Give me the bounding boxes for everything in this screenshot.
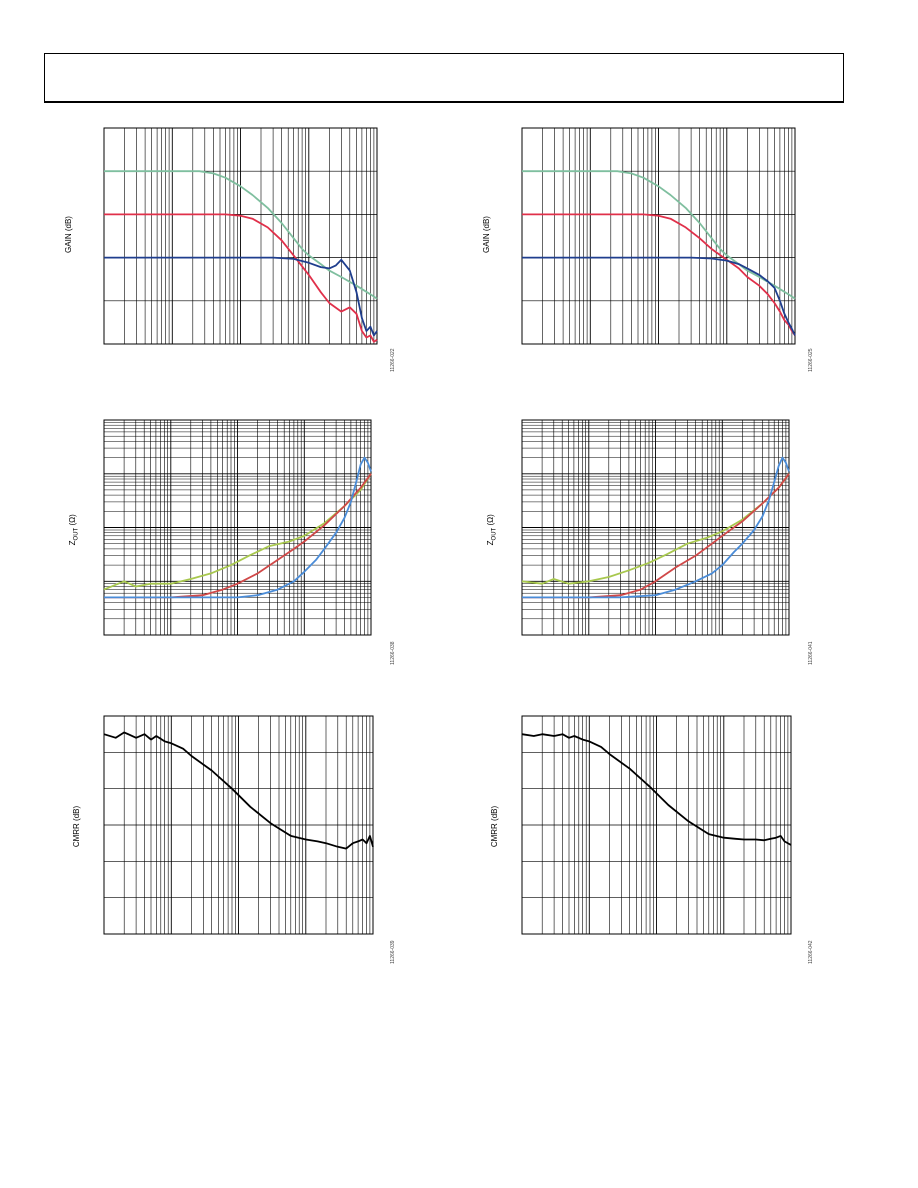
zout-right-chart	[521, 419, 790, 636]
series-line-3	[522, 256, 796, 336]
grid	[522, 716, 791, 934]
cmrr-right-figure-id: 11266-042	[808, 940, 814, 964]
series-line-1	[103, 731, 374, 850]
cmrr-left-ylabel: CMRR (dB)	[72, 805, 82, 848]
zout-right-ylabel: ZOUT (Ω)	[486, 514, 498, 545]
zout-left-ylabel-z: Z	[67, 540, 77, 546]
series-line-3	[104, 256, 378, 337]
zout-right-ylabel-sub: OUT	[491, 527, 498, 541]
zout-left-ylabel-sub: OUT	[73, 527, 80, 541]
grid	[104, 128, 377, 344]
series-line-3	[104, 456, 372, 599]
gain-right-panel	[521, 127, 796, 345]
cmrr-left-chart	[103, 715, 374, 935]
zout-left-chart	[103, 419, 372, 636]
zout-right-figure-id: 11266-041	[808, 641, 814, 665]
cmrr-right-ylabel: CMRR (dB)	[490, 805, 500, 848]
cmrr-left-figure-id: 11266-039	[390, 940, 396, 964]
zout-right-panel	[521, 419, 790, 636]
gain-left-chart	[103, 127, 378, 345]
zout-left-figure-id: 11266-038	[390, 641, 396, 665]
plot-frame	[521, 419, 790, 636]
cmrr-left-panel	[103, 715, 374, 935]
grid	[104, 420, 371, 635]
grid	[104, 716, 373, 934]
gain-right-ylabel: GAIN (dB)	[481, 216, 491, 253]
zout-left-ylabel-unit: (Ω)	[67, 514, 77, 528]
series-line-2	[104, 213, 378, 343]
cmrr-right-chart	[521, 715, 792, 935]
grid	[522, 128, 795, 344]
plot-frame	[521, 127, 796, 345]
series-line-1	[104, 170, 378, 300]
gain-right-figure-id: 11266-025	[808, 348, 814, 372]
gain-left-figure-id: 11266-022	[390, 348, 396, 372]
series-line-3	[522, 456, 790, 599]
plot-frame	[103, 419, 372, 636]
gain-left-panel	[103, 127, 378, 345]
page-header	[44, 53, 844, 103]
plot-frame	[521, 715, 792, 935]
zout-right-ylabel-unit: (Ω)	[485, 514, 495, 528]
series-line-1	[522, 170, 796, 300]
plot-frame	[103, 715, 374, 935]
grid	[522, 420, 789, 635]
gain-right-chart	[521, 127, 796, 345]
plot-frame	[103, 127, 378, 345]
zout-right-ylabel-z: Z	[485, 540, 495, 546]
cmrr-right-panel	[521, 715, 792, 935]
gain-left-ylabel: GAIN (dB)	[63, 216, 73, 253]
zout-left-panel	[103, 419, 372, 636]
series-line-1	[521, 733, 792, 846]
zout-left-ylabel: ZOUT (Ω)	[68, 514, 80, 545]
